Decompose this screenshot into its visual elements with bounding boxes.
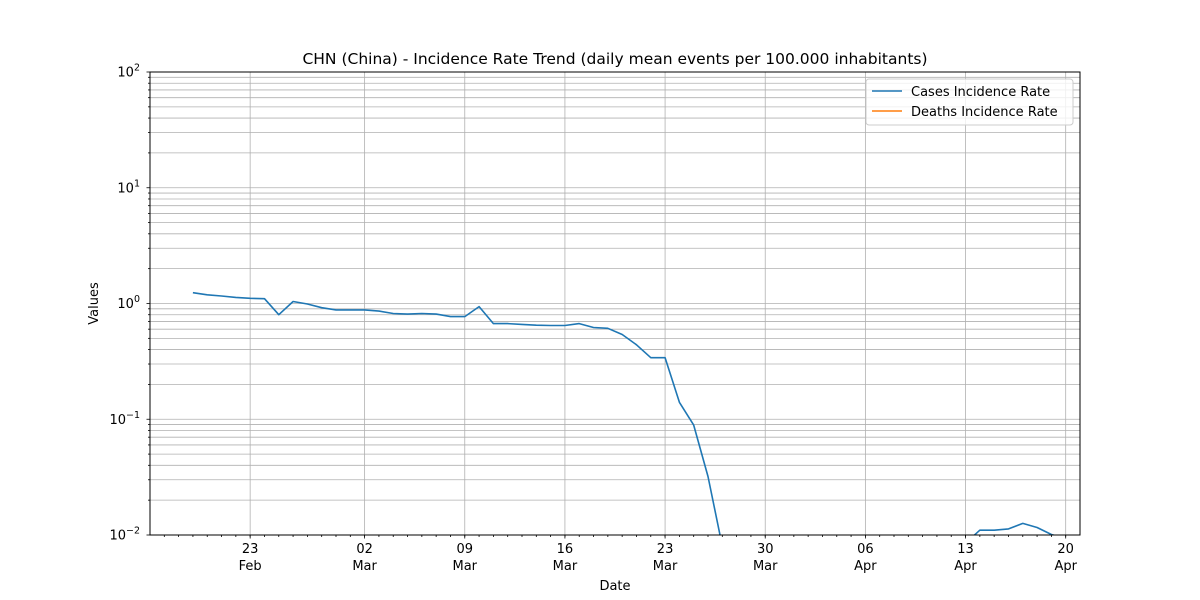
y-axis-label: Values [87,282,102,325]
legend: Cases Incidence Rate Deaths Incidence Ra… [865,78,1074,126]
series-layer [192,291,1057,535]
y-tick-exponent: −1 [126,410,140,421]
y-tick-label: 10−1 [109,410,140,428]
y-tick-label: 101 [117,178,140,196]
x-tick-month-label: Apr [854,559,877,574]
series-line-0 [973,522,1057,535]
legend-label-deaths: Deaths Incidence Rate [911,105,1058,120]
x-tick-day-label: 30 [757,542,774,557]
y-tick-exponent: −2 [126,526,140,537]
x-tick-day-label: 09 [456,542,473,557]
x-tick-month-label: Mar [753,559,778,574]
x-tick-month-label: Apr [1054,559,1077,574]
y-tick-base: 10 [117,181,134,196]
x-axis-label: Date [599,579,630,594]
y-tick-label: 102 [117,63,140,81]
x-tick-month-label: Mar [352,559,377,574]
x-tick-day-label: 23 [657,542,674,557]
x-tick-day-label: 13 [957,542,974,557]
chart-title: CHN (China) - Incidence Rate Trend (dail… [302,50,927,68]
x-tick-month-label: Apr [954,559,977,574]
x-tick-day-label: 06 [857,542,874,557]
x-tick-month-label: Mar [553,559,578,574]
x-tick-day-label: 23 [242,542,259,557]
ticks: 10−210−110010110223Feb02Mar09Mar16Mar23M… [109,63,1077,575]
y-tick-exponent: 1 [134,178,140,189]
y-tick-exponent: 2 [134,63,140,74]
y-tick-label: 100 [117,294,140,312]
y-tick-base: 10 [117,297,134,312]
y-tick-label: 10−2 [109,526,140,544]
x-tick-day-label: 02 [356,542,373,557]
y-tick-exponent: 0 [134,294,140,305]
y-tick-base: 10 [109,413,126,428]
y-tick-base: 10 [109,529,126,544]
legend-label-cases: Cases Incidence Rate [911,85,1050,100]
x-tick-day-label: 16 [557,542,574,557]
x-tick-month-label: Mar [453,559,478,574]
series-line-0 [192,291,721,535]
x-tick-month-label: Feb [239,559,262,574]
legend-box [865,78,1074,126]
y-tick-base: 10 [117,66,134,81]
x-tick-month-label: Mar [653,559,678,574]
x-tick-day-label: 20 [1057,542,1074,557]
